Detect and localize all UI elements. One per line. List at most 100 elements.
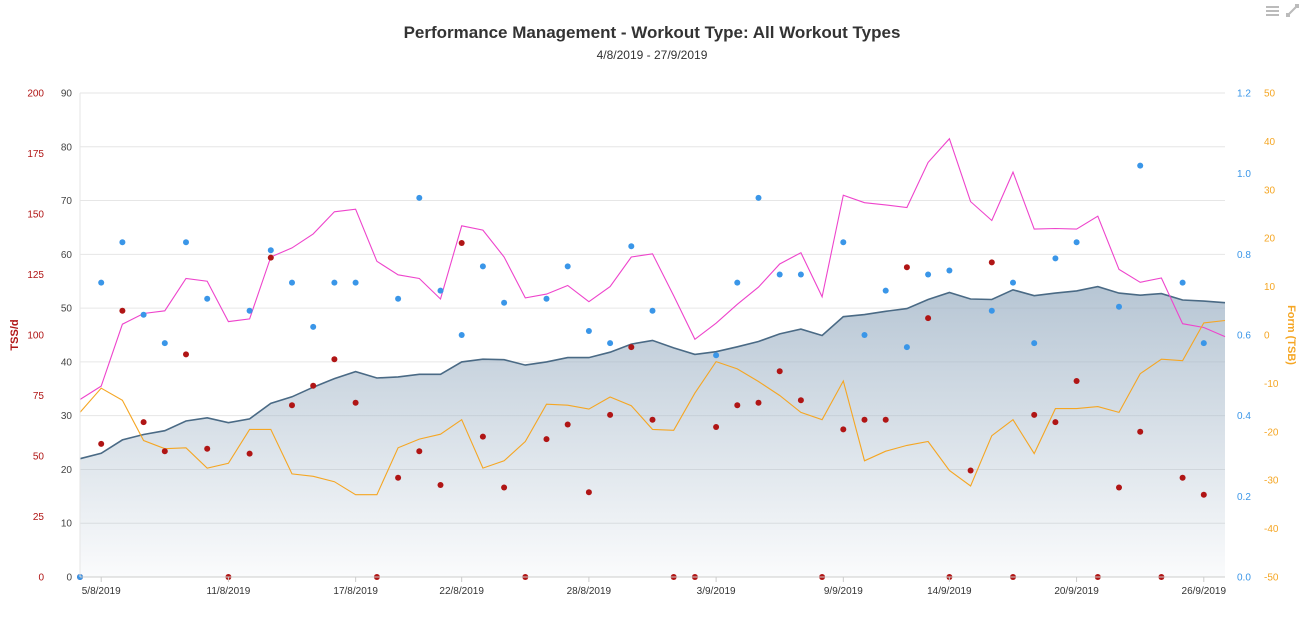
tss-point: [1200, 491, 1207, 498]
if-point: [352, 279, 359, 286]
tss-point: [628, 344, 635, 351]
if-point: [628, 243, 635, 250]
tss-point: [861, 416, 868, 423]
if-point: [119, 239, 126, 246]
y-axis-0-tick-label: 200: [27, 89, 44, 100]
tss-point: [840, 426, 847, 433]
y-axis-3-tick-label: 10: [1264, 282, 1276, 293]
fitness-area: [80, 286, 1225, 577]
y-axis-0-tick-label: 150: [27, 210, 44, 221]
if-point: [585, 328, 592, 334]
tss-point: [119, 307, 126, 314]
if-point: [1200, 340, 1207, 347]
if-point: [416, 194, 423, 201]
if-point: [246, 307, 253, 314]
tss-point: [925, 315, 932, 322]
tss-point: [903, 264, 910, 271]
if-point: [395, 295, 402, 302]
if-point: [1116, 303, 1122, 310]
x-axis-tick-label: 14/9/2019: [927, 586, 972, 597]
tss-point: [1031, 411, 1038, 418]
chart-title: Performance Management - Workout Type: A…: [404, 23, 901, 42]
tss-point: [1179, 474, 1186, 481]
if-point: [1073, 239, 1080, 246]
if-point: [161, 340, 168, 347]
if-point: [1031, 340, 1038, 347]
expand-icon[interactable]: [1286, 4, 1299, 17]
if-point: [925, 271, 932, 278]
if-point: [776, 271, 783, 278]
tss-point: [1116, 484, 1122, 491]
if-point: [1179, 279, 1186, 286]
if-point: [882, 287, 889, 294]
tss-point: [289, 402, 295, 409]
tss-point: [140, 419, 147, 426]
tss-point: [564, 421, 571, 428]
y-axis-right-title: Form (TSB): [1285, 305, 1297, 365]
y-axis-0-tick-label: 175: [27, 149, 44, 160]
y-axis-0-tick-label: 25: [33, 512, 45, 523]
y-axis-1-tick-label: 60: [61, 250, 73, 261]
x-axis-tick-label: 9/9/2019: [824, 586, 863, 597]
tss-point: [755, 399, 762, 406]
if-point: [649, 307, 656, 314]
tss-point: [1052, 419, 1059, 426]
if-point: [1137, 162, 1144, 169]
x-axis-tick-label: 22/8/2019: [439, 586, 484, 597]
if-point: [310, 323, 317, 330]
if-point: [734, 279, 741, 286]
tss-point: [416, 448, 423, 455]
x-axis-tick-label: 3/9/2019: [697, 586, 736, 597]
tss-point: [246, 450, 253, 457]
tss-point: [267, 254, 274, 261]
y-axis-2-tick-label: 1.0: [1237, 169, 1251, 180]
y-axis-3-tick-label: 40: [1264, 137, 1276, 148]
if-point: [267, 247, 274, 254]
y-axis-3-tick-label: 0: [1264, 331, 1270, 342]
y-axis-0-tick-label: 100: [27, 331, 44, 342]
if-point: [501, 299, 508, 306]
y-axis-3-tick-label: -20: [1264, 427, 1279, 438]
y-axis-3-tick-label: -30: [1264, 476, 1279, 487]
y-axis-2-tick-label: 1.2: [1237, 89, 1251, 100]
x-axis-tick-label: 26/9/2019: [1182, 586, 1227, 597]
tss-point: [1073, 378, 1080, 384]
ctl-area-layer: [80, 286, 1225, 577]
if-point: [204, 295, 211, 302]
tss-point: [776, 368, 783, 375]
tss-point: [331, 356, 338, 363]
tss-point: [607, 411, 614, 418]
y-axis-0-tick-label: 50: [33, 452, 45, 463]
form-line: [79, 319, 1226, 496]
tss-point: [1137, 428, 1144, 435]
tss-point: [649, 416, 656, 423]
y-axis-1-tick-label: 80: [61, 142, 73, 153]
y-axis-3-tick-label: -10: [1264, 379, 1279, 390]
y-axis-1-tick-label: 0: [66, 573, 72, 584]
x-axis-tick-label: 17/8/2019: [333, 586, 378, 597]
y-axis-1-tick-label: 10: [61, 519, 73, 530]
if-point: [564, 263, 571, 270]
y-axis-1-tick-label: 30: [61, 411, 73, 422]
if-point: [861, 332, 868, 338]
tss-point: [310, 382, 317, 389]
x-axis-tick-label: 5/8/2019: [82, 586, 121, 597]
x-axis-tick-label: 11/8/2019: [207, 586, 251, 597]
tss-point: [437, 482, 444, 488]
y-axis-1-tick-label: 90: [61, 89, 73, 100]
if-point: [543, 295, 550, 302]
axes: 0255075100125150175200010203040506070809…: [9, 89, 1297, 598]
y-axis-3-tick-label: 20: [1264, 234, 1276, 245]
y-axis-3-tick-label: 30: [1264, 185, 1276, 196]
fitness-line: [79, 285, 1226, 460]
y-axis-1-tick-label: 70: [61, 196, 73, 207]
y-axis-3-tick-label: 50: [1264, 89, 1276, 100]
y-axis-3-tick-label: -50: [1264, 573, 1279, 584]
y-axis-1-tick-label: 20: [61, 465, 73, 476]
chart-subtitle: 4/8/2019 - 27/9/2019: [597, 48, 708, 62]
if-point: [840, 239, 847, 246]
menu-icon[interactable]: [1266, 6, 1279, 16]
y-axis-2-tick-label: 0.4: [1237, 411, 1251, 422]
y-axis-1-tick-label: 40: [61, 357, 73, 368]
x-axis-tick-label: 20/9/2019: [1054, 586, 1099, 597]
